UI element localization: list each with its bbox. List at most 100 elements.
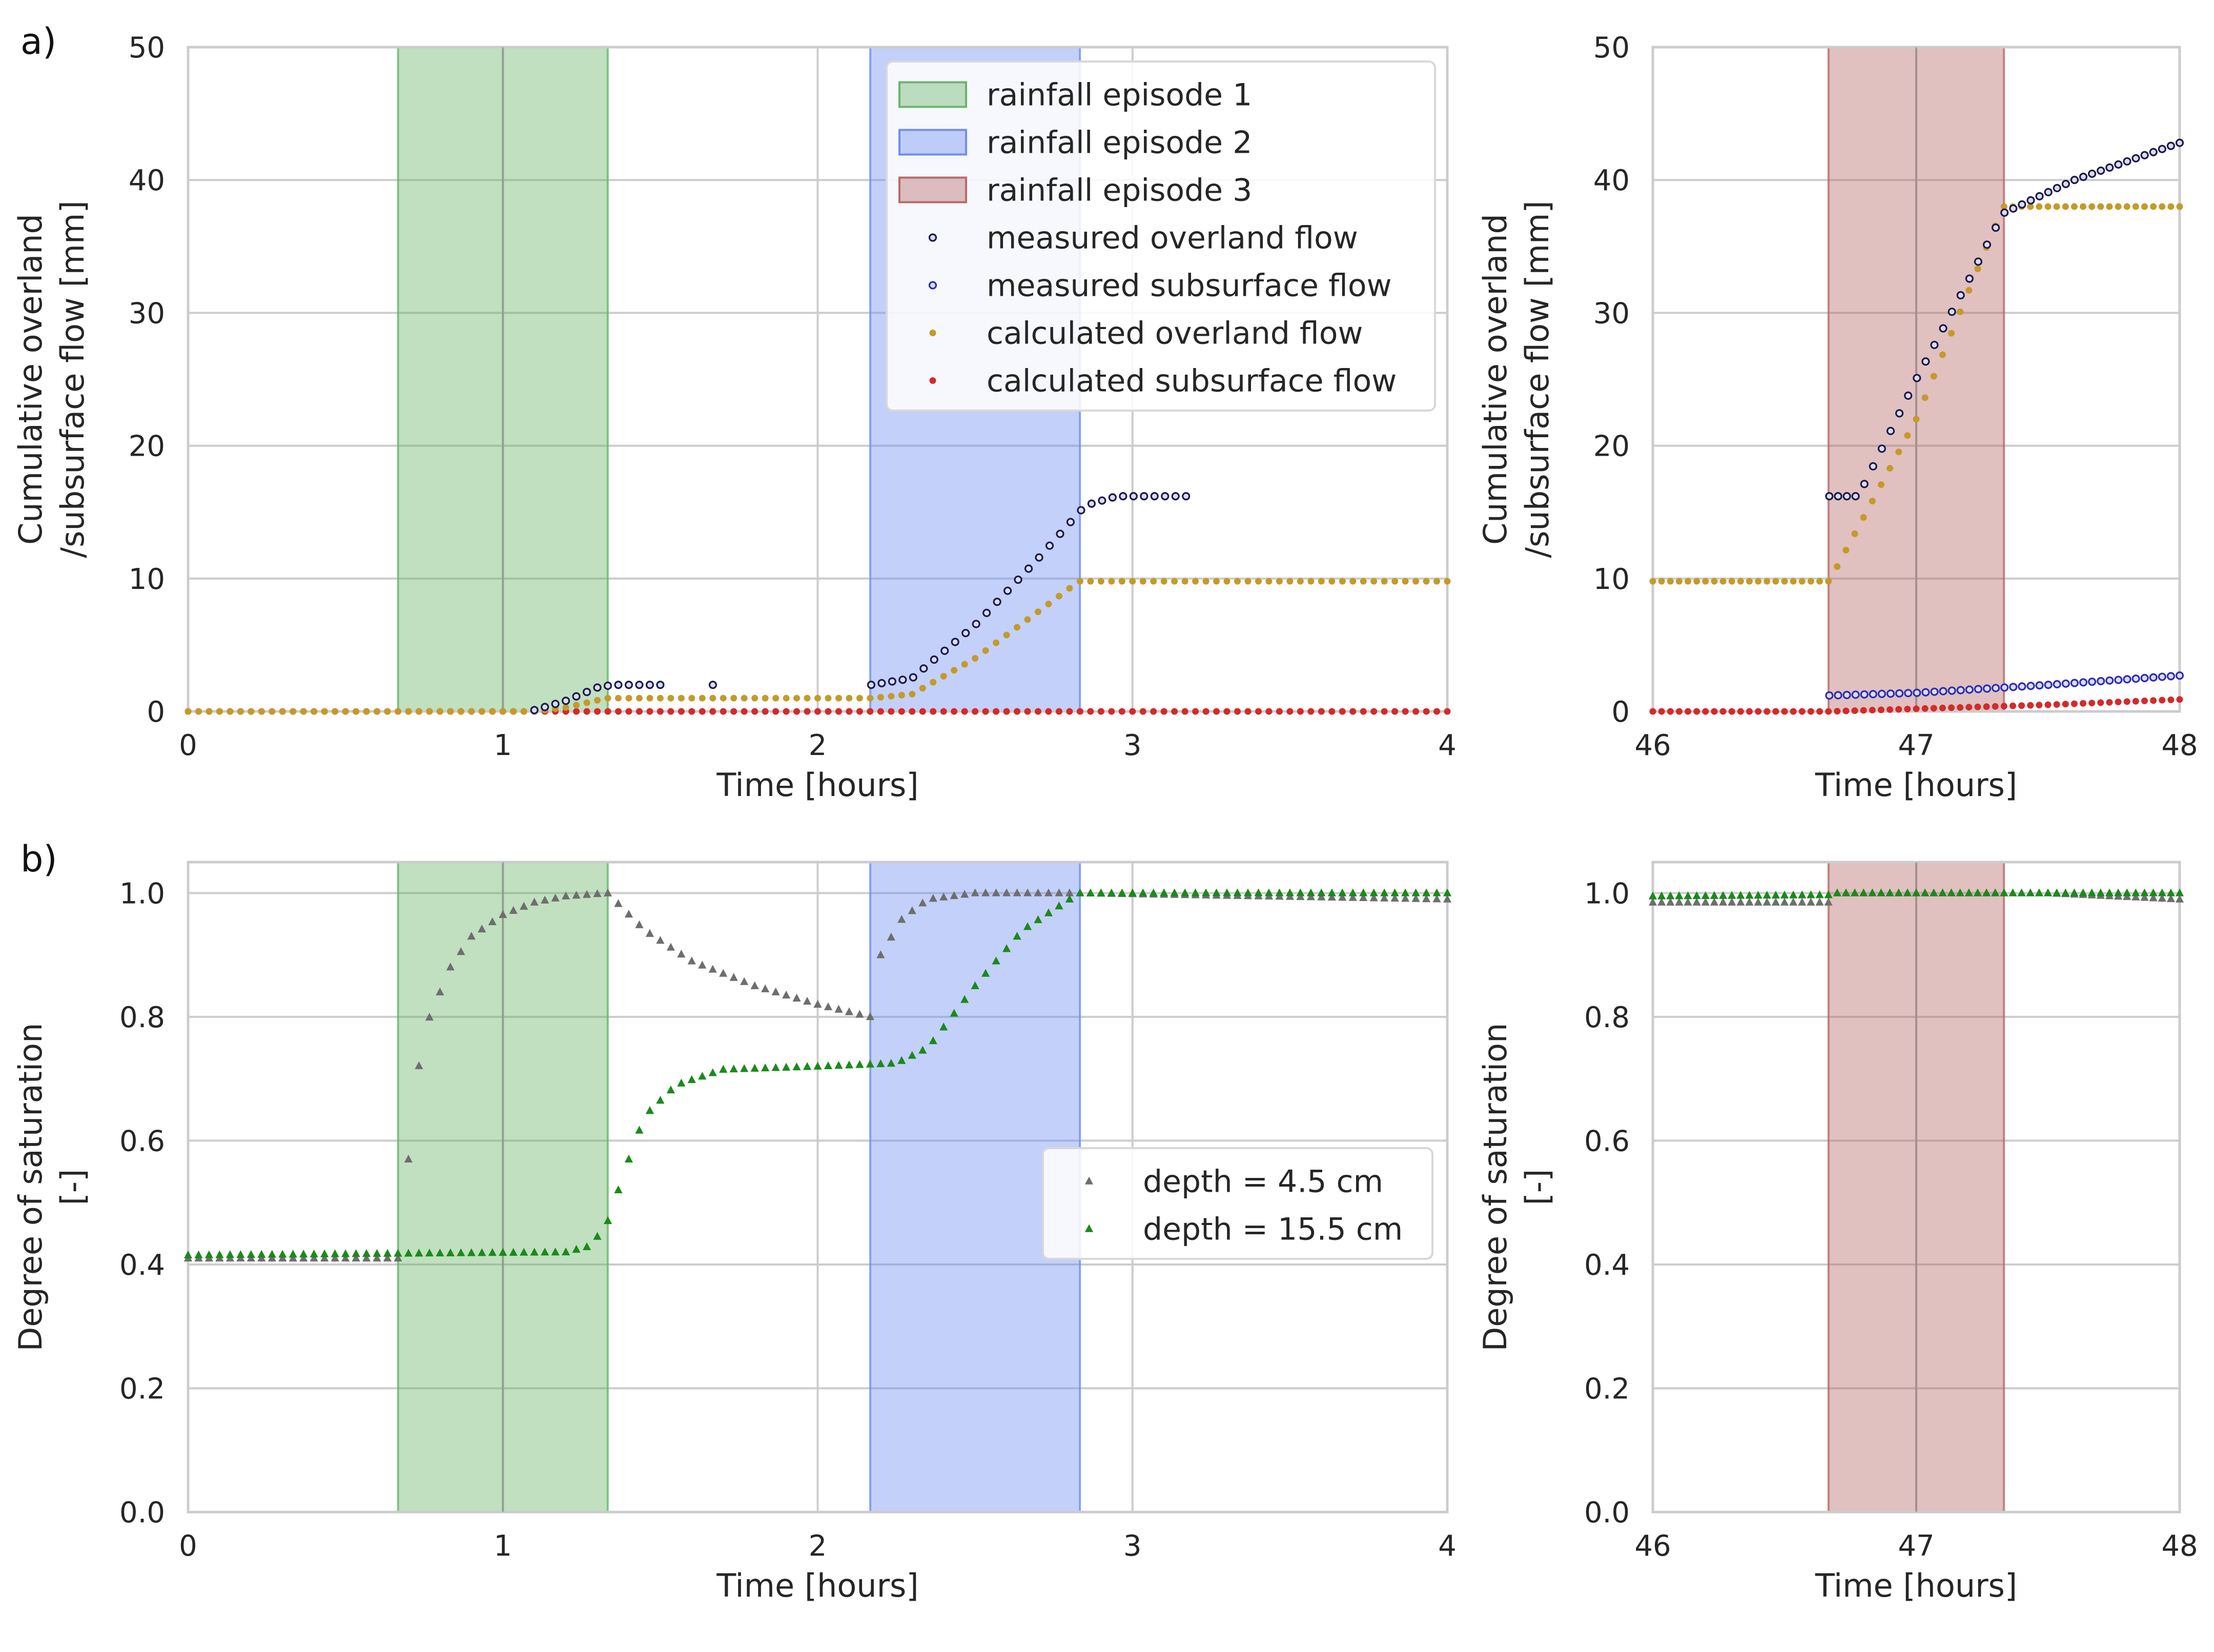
- data-point: [1728, 578, 1735, 585]
- data-point: [1921, 688, 1930, 697]
- data-point: [625, 708, 632, 715]
- data-point: [1692, 891, 1701, 900]
- data-point: [204, 1250, 214, 1258]
- data-point: [1045, 600, 1052, 607]
- data-point: [729, 1064, 738, 1073]
- data-point: [1841, 888, 1851, 896]
- data-point: [1432, 888, 1441, 896]
- data-point: [1939, 324, 1947, 333]
- data-point: [2114, 160, 2123, 169]
- data-point: [1825, 708, 1832, 715]
- data-point: [930, 708, 937, 715]
- data-point: [2131, 888, 2140, 896]
- data-point: [698, 961, 707, 969]
- data-point: [2000, 683, 2009, 692]
- data-point: [2175, 138, 2184, 147]
- data-point: [1850, 888, 1859, 896]
- data-point: [1044, 888, 1053, 896]
- data-point: [551, 700, 560, 708]
- data-point: [855, 1060, 864, 1068]
- data-point: [824, 1061, 833, 1070]
- data-point: [2044, 681, 2053, 689]
- data-point: [1790, 578, 1797, 585]
- data-point: [708, 1068, 717, 1076]
- y-axis-label: Degree of saturation [-]: [1477, 1023, 1556, 1352]
- data-point: [656, 681, 665, 689]
- data-point: [1693, 708, 1700, 715]
- data-point: [2062, 203, 2069, 210]
- data-point: [352, 1249, 360, 1257]
- data-point: [2159, 697, 2166, 704]
- data-point: [866, 1012, 874, 1021]
- data-point: [1444, 708, 1451, 715]
- data-point: [1107, 888, 1116, 896]
- data-point: [867, 695, 874, 702]
- data-point: [320, 1253, 329, 1262]
- y-tick-label: 1.0: [1584, 877, 1630, 910]
- data-point: [2062, 701, 2069, 708]
- data-point: [436, 708, 443, 715]
- y-axis-label-line: Cumulative overland: [12, 214, 49, 545]
- data-point: [981, 888, 990, 896]
- data-point: [2000, 203, 2007, 210]
- data-point: [972, 620, 980, 628]
- data-point: [1702, 578, 1709, 585]
- data-point: [1412, 708, 1420, 715]
- data-point: [1202, 708, 1210, 715]
- data-point: [887, 1058, 895, 1067]
- data-point: [888, 708, 895, 715]
- data-point: [2140, 151, 2149, 159]
- data-point: [1411, 888, 1420, 896]
- data-point: [1401, 894, 1410, 902]
- y-tick-label: 0: [1611, 696, 1630, 729]
- data-point: [2018, 682, 2026, 691]
- data-point: [299, 1249, 308, 1258]
- data-point: [1097, 888, 1105, 896]
- data-point: [572, 890, 581, 899]
- data-point: [2035, 192, 2044, 200]
- y-tick-label: 0.6: [119, 1125, 165, 1158]
- data-point: [1056, 529, 1064, 538]
- data-point: [457, 708, 464, 715]
- data-point: [1034, 708, 1041, 715]
- data-point: [1842, 546, 1850, 554]
- y-tick-label: 0.2: [1584, 1372, 1630, 1405]
- data-point: [1423, 578, 1430, 585]
- data-point: [2000, 888, 2008, 896]
- y-tick-label: 0: [147, 696, 165, 729]
- data-point: [1658, 578, 1665, 585]
- data-point: [1947, 686, 1956, 695]
- data-point: [1693, 578, 1700, 585]
- data-point: [614, 708, 622, 715]
- legend-box: [1042, 1147, 1433, 1260]
- data-point: [1181, 708, 1188, 715]
- data-point: [793, 708, 801, 715]
- y-axis-label-line: [-]: [54, 1169, 91, 1206]
- data-point: [645, 1106, 654, 1114]
- data-point: [1023, 922, 1032, 930]
- data-point: [247, 1250, 255, 1258]
- data-point: [1877, 444, 1887, 453]
- data-point: [374, 708, 381, 715]
- data-point: [1745, 891, 1754, 899]
- data-point: [2061, 179, 2070, 189]
- x-tick-label: 48: [2161, 1529, 2198, 1563]
- data-point: [2080, 203, 2087, 210]
- data-point: [1930, 888, 1938, 896]
- data-point: [740, 977, 749, 985]
- data-point: [530, 1248, 539, 1256]
- data-point: [1824, 890, 1833, 899]
- data-point: [1402, 708, 1409, 715]
- data-point: [1348, 888, 1357, 896]
- data-point: [2115, 699, 2122, 706]
- data-point: [1014, 708, 1021, 715]
- data-point: [1718, 898, 1728, 906]
- data-point: [1338, 893, 1347, 901]
- data-point: [1956, 291, 1965, 300]
- data-point: [1013, 888, 1021, 896]
- data-point: [930, 679, 937, 686]
- data-point: [1860, 690, 1869, 699]
- data-point: [457, 1248, 465, 1256]
- data-point: [1965, 685, 1974, 694]
- data-point: [1754, 898, 1762, 906]
